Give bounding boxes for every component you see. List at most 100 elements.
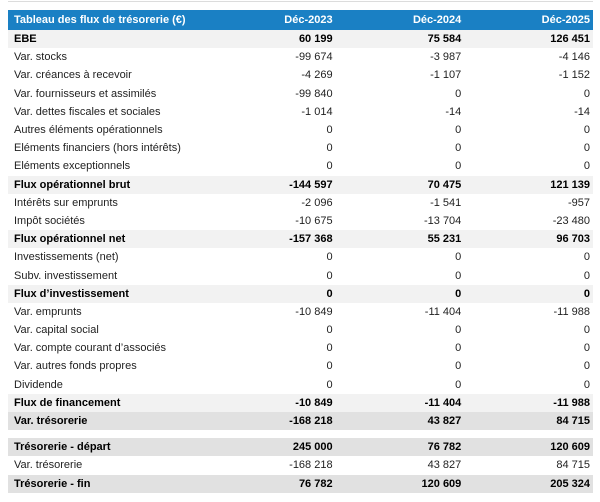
row-label: Trésorerie - départ [14, 441, 111, 454]
table-row: Var. emprunts -10 849 -11 404 -11 988 [8, 302, 593, 321]
row-value: 76 782 [298, 477, 333, 490]
row-value: -11 404 [424, 305, 462, 318]
row-value: 76 782 [427, 441, 462, 454]
row-label: Var. autres fonds propres [14, 360, 137, 373]
row-value: 0 [455, 287, 462, 300]
row-label: Subv. investissement [14, 269, 118, 282]
table-row: Var. fournisseurs et assimilés -99 840 0 0 [8, 84, 593, 103]
row-label: Flux d’investissement [14, 287, 129, 300]
row-value: 0 [583, 342, 590, 355]
row-value: -13 704 [423, 214, 462, 227]
table-row: Flux de financement -10 849 -11 404 -11 988 [8, 393, 593, 412]
section-spacer [8, 430, 593, 439]
table-title: Tableau des flux de trésorerie (€) [14, 14, 186, 26]
row-value: 0 [455, 124, 462, 137]
row-value: 120 609 [550, 441, 590, 454]
row-value: -168 218 [289, 415, 333, 428]
table-row: Var. trésorerie -168 218 43 827 84 715 [8, 411, 593, 431]
table-row: Flux opérationnel net -157 368 55 231 96 70… [8, 230, 593, 249]
table-row: Var. compte courant d’associés 0 0 0 [8, 339, 593, 358]
row-value: 0 [583, 287, 590, 300]
row-value: -14 [574, 105, 590, 118]
row-value: 0 [326, 342, 333, 355]
row-value: 43 827 [427, 415, 462, 428]
row-label: Var. stocks [14, 51, 67, 64]
row-value: 0 [455, 251, 462, 264]
row-value: -10 675 [295, 214, 333, 227]
row-value: 70 475 [427, 178, 462, 191]
table-row: Flux opérationnel brut -144 597 70 475 121 … [8, 175, 593, 194]
row-value: -99 840 [295, 87, 333, 100]
row-label: Var. trésorerie [14, 415, 88, 428]
row-value: 121 139 [550, 178, 590, 191]
table-row: Trésorerie - fin 76 782 120 609 205 324 [8, 474, 593, 493]
row-value: 0 [326, 324, 333, 337]
row-value: 0 [583, 142, 590, 155]
row-label: Eléments exceptionnels [14, 160, 131, 173]
table-row: Var. capital social 0 0 0 [8, 321, 593, 340]
row-value: -2 096 [301, 196, 333, 209]
row-value: 0 [455, 342, 462, 355]
row-value: 0 [583, 160, 590, 173]
table-row: Var. créances à recevoir -4 269 -1 107 -1 1… [8, 66, 593, 85]
row-value: 0 [583, 378, 590, 391]
table-row: Eléments financiers (hors intérêts) 0 0 0 [8, 139, 593, 158]
row-value: 0 [455, 324, 462, 337]
row-value: 0 [455, 142, 462, 155]
row-value: 245 000 [292, 441, 333, 454]
row-label: Flux opérationnel net [14, 233, 126, 246]
row-value: -23 480 [552, 214, 590, 227]
row-value: 0 [583, 251, 590, 264]
row-value: 84 715 [556, 415, 590, 428]
row-value: 120 609 [421, 477, 462, 490]
row-label: Var. emprunts [14, 305, 82, 318]
row-value: 0 [455, 87, 462, 100]
row-value: -10 849 [295, 305, 333, 318]
table-row: EBE 60 199 75 584 126 451 [8, 30, 593, 49]
table-row: Intérêts sur emprunts -2 096 -1 541 -957 [8, 193, 593, 212]
table-header-row: Tableau des flux de trésorerie (€) Déc-2… [8, 10, 593, 30]
row-value: 0 [326, 142, 333, 155]
column-header: Déc-2023 [284, 14, 333, 26]
row-label: Eléments financiers (hors intérêts) [14, 142, 181, 155]
row-value: 0 [326, 269, 333, 282]
row-value: -957 [567, 196, 590, 209]
row-value: -10 849 [295, 396, 333, 409]
row-value: 0 [583, 360, 590, 373]
row-value: -1 152 [558, 69, 590, 82]
table-row: Var. stocks -99 674 -3 987 -4 146 [8, 48, 593, 67]
row-label: Flux de financement [14, 396, 121, 409]
row-value: -1 014 [301, 105, 333, 118]
row-value: 0 [455, 378, 462, 391]
row-value: 0 [583, 324, 590, 337]
row-label: Flux opérationnel brut [14, 178, 131, 191]
table-body: EBE 60 199 75 584 126 451 Var. stocks -99 674… [8, 30, 593, 493]
row-label: Dividende [14, 378, 63, 391]
row-label: Autres éléments opérationnels [14, 124, 163, 137]
row-value: -4 146 [558, 51, 590, 64]
row-label: EBE [14, 33, 37, 46]
table-row: Var. dettes fiscales et sociales -1 014 -1… [8, 102, 593, 121]
table-row: Eléments exceptionnels 0 0 0 [8, 157, 593, 176]
row-label: Var. compte courant d’associés [14, 342, 167, 355]
cash-flow-table: Tableau des flux de trésorerie (€) Déc-2… [8, 10, 593, 493]
table-row: Dividende 0 0 0 [8, 375, 593, 394]
row-value: -157 368 [289, 233, 333, 246]
row-value: 0 [455, 269, 462, 282]
row-value: -11 404 [424, 396, 462, 409]
row-value: 55 231 [427, 233, 462, 246]
row-value: -4 269 [301, 69, 333, 82]
row-value: 126 451 [550, 33, 590, 46]
row-value: 84 715 [556, 459, 590, 472]
row-label: Var. créances à recevoir [14, 69, 132, 82]
row-value: -3 987 [430, 51, 462, 64]
row-value: 43 827 [427, 459, 462, 472]
row-value: -168 218 [289, 459, 333, 472]
row-value: 0 [455, 360, 462, 373]
row-value: -1 541 [430, 196, 462, 209]
row-value: -11 988 [553, 396, 590, 409]
table-row: Trésorerie - départ 245 000 76 782 120 609 [8, 438, 593, 457]
table-row: Flux d’investissement 0 0 0 [8, 284, 593, 303]
row-label: Var. trésorerie [14, 459, 83, 472]
